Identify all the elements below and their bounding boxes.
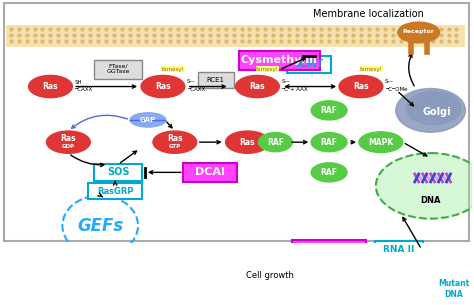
Text: FTase/
GGTase: FTase/ GGTase [107, 64, 130, 74]
Ellipse shape [396, 88, 465, 132]
Ellipse shape [130, 113, 166, 127]
Text: RAF: RAF [267, 138, 284, 147]
FancyBboxPatch shape [183, 163, 237, 182]
Ellipse shape [141, 75, 185, 98]
Text: GEFs: GEFs [77, 217, 123, 235]
Text: DAG-indololactones: DAG-indololactones [56, 268, 164, 278]
Ellipse shape [258, 133, 292, 152]
Ellipse shape [311, 163, 347, 182]
Text: Cysmethynil: Cysmethynil [241, 55, 318, 65]
FancyBboxPatch shape [94, 163, 142, 181]
FancyBboxPatch shape [198, 72, 234, 88]
Text: Oncrasin-1: Oncrasin-1 [300, 244, 359, 254]
FancyBboxPatch shape [287, 56, 331, 73]
Text: S—: S— [282, 79, 291, 84]
Text: Ras: Ras [43, 82, 58, 91]
Text: ─C + AAX: ─C + AAX [282, 87, 308, 92]
Text: Ras: Ras [155, 82, 171, 91]
Ellipse shape [311, 101, 347, 120]
Text: ICMT: ICMT [296, 59, 323, 69]
Text: ─CAXX: ─CAXX [74, 87, 92, 92]
Text: RAF: RAF [320, 138, 337, 147]
Ellipse shape [28, 75, 73, 98]
Text: Ras: Ras [167, 135, 182, 143]
Text: Ras: Ras [353, 82, 369, 91]
Ellipse shape [236, 75, 279, 98]
Ellipse shape [417, 94, 456, 117]
Text: GTP: GTP [169, 144, 181, 149]
Text: DNA: DNA [420, 196, 441, 205]
Text: Ras: Ras [250, 82, 265, 91]
Text: S—: S— [385, 79, 394, 84]
Text: SH: SH [74, 80, 82, 85]
Text: RAF: RAF [320, 106, 337, 115]
Text: RNA II: RNA II [383, 245, 414, 254]
Text: Ras: Ras [240, 138, 255, 147]
FancyBboxPatch shape [264, 292, 445, 305]
Text: S—: S— [187, 79, 196, 84]
FancyBboxPatch shape [4, 3, 469, 241]
Ellipse shape [406, 91, 461, 125]
Text: Golgi: Golgi [422, 107, 451, 117]
FancyBboxPatch shape [238, 51, 320, 70]
Text: RAF: RAF [320, 168, 337, 177]
Ellipse shape [398, 22, 439, 43]
Text: MAPK: MAPK [368, 138, 393, 147]
Ellipse shape [226, 131, 269, 153]
FancyBboxPatch shape [94, 59, 142, 79]
Ellipse shape [46, 131, 90, 153]
Text: GAP: GAP [140, 117, 156, 123]
FancyBboxPatch shape [49, 264, 171, 283]
FancyBboxPatch shape [88, 184, 142, 199]
Text: RasGRP: RasGRP [97, 187, 133, 196]
Text: farnesyl: farnesyl [360, 66, 382, 72]
Ellipse shape [376, 153, 474, 219]
Text: ─CAXX: ─CAXX [187, 87, 205, 92]
Text: Ras: Ras [61, 135, 76, 143]
Text: farnesyl: farnesyl [256, 66, 278, 72]
Ellipse shape [339, 75, 383, 98]
FancyBboxPatch shape [429, 277, 474, 301]
Text: PI polyamideindole-seco-CBI: PI polyamideindole-seco-CBI [276, 296, 432, 305]
Ellipse shape [153, 131, 197, 153]
Text: RCE1: RCE1 [207, 77, 225, 83]
Text: SOS: SOS [107, 167, 129, 178]
Text: Cell growth: Cell growth [246, 271, 294, 280]
Text: Membrane localization: Membrane localization [313, 9, 424, 19]
FancyBboxPatch shape [6, 24, 465, 47]
Text: GDP: GDP [62, 144, 75, 149]
Text: farnesyl: farnesyl [162, 66, 184, 72]
FancyBboxPatch shape [292, 240, 366, 259]
Ellipse shape [311, 133, 347, 152]
FancyBboxPatch shape [375, 241, 423, 258]
Text: ─C─OMe: ─C─OMe [385, 87, 407, 92]
Text: Receptor: Receptor [403, 29, 435, 34]
Ellipse shape [359, 132, 403, 152]
Text: Mutant
DNA: Mutant DNA [438, 279, 469, 299]
Text: DCAI: DCAI [195, 167, 225, 178]
